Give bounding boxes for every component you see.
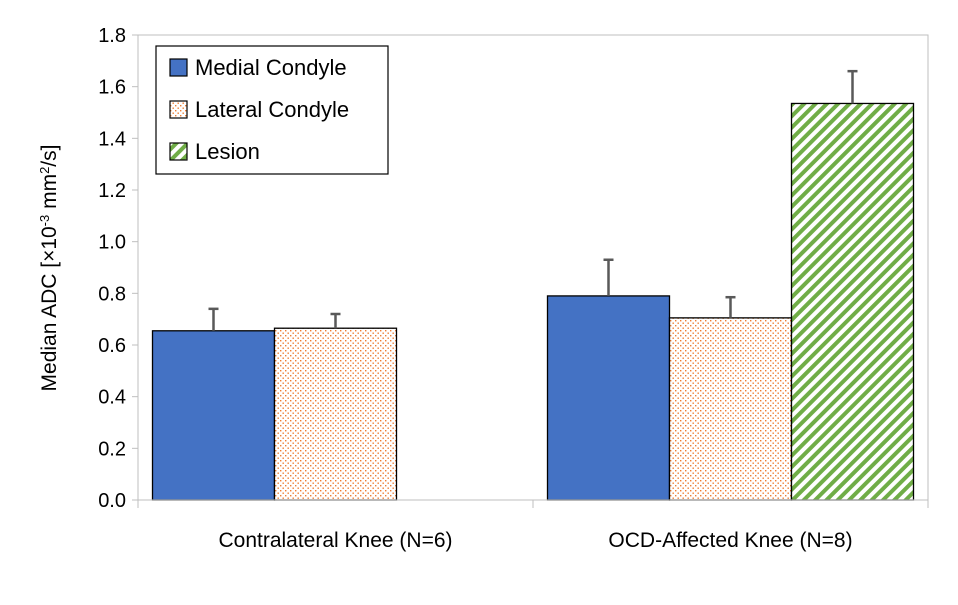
legend: Medial Condyle Lateral Condyle Lesion — [155, 45, 389, 175]
y-tick-label: 1.2 — [98, 180, 126, 202]
y-tick-label: 0.4 — [98, 387, 126, 409]
y-tick-label: 0.6 — [98, 335, 126, 357]
y-tick-label: 0.0 — [98, 490, 126, 512]
x-axis: Contralateral Knee (N=6) OCD-Affected Kne… — [137, 499, 929, 552]
y-axis-ticks: 0.0 0.2 0.4 0.6 0.8 1.0 1.2 1.4 1.6 1.8 — [98, 25, 138, 512]
error-bars-group — [208, 69, 858, 331]
legend-label-medial-condyle: Medial Condyle — [195, 55, 347, 80]
y-tick-label: 0.8 — [98, 283, 126, 305]
legend-swatch-lateral-condyle — [169, 100, 188, 119]
y-tick-label: 1.6 — [98, 77, 126, 99]
legend-label-lesion: Lesion — [195, 139, 260, 164]
legend-swatch-lesion — [169, 142, 188, 161]
bar-lateral-condyle-2 — [668, 317, 793, 501]
y-tick-label: 1.8 — [98, 25, 126, 47]
bar-medial-condyle-2 — [546, 295, 671, 501]
bar-medial-condyle-1 — [151, 330, 276, 501]
legend-label-lateral-condyle: Lateral Condyle — [195, 97, 349, 122]
y-tick-label: 1.0 — [98, 232, 126, 254]
legend-swatch-medial-condyle — [169, 58, 188, 77]
x-category-label: Contralateral Knee (N=6) — [218, 529, 452, 552]
y-tick-label: 1.4 — [98, 128, 126, 150]
bar-lateral-condyle-1 — [273, 327, 398, 501]
x-category-label: OCD-Affected Knee (N=8) — [608, 529, 852, 552]
bar-lesion-2 — [790, 102, 915, 501]
y-axis-label: Median ADC [×10-3 mm2/s] — [37, 145, 62, 392]
legend-box — [155, 45, 389, 175]
y-tick-label: 0.2 — [98, 438, 126, 460]
